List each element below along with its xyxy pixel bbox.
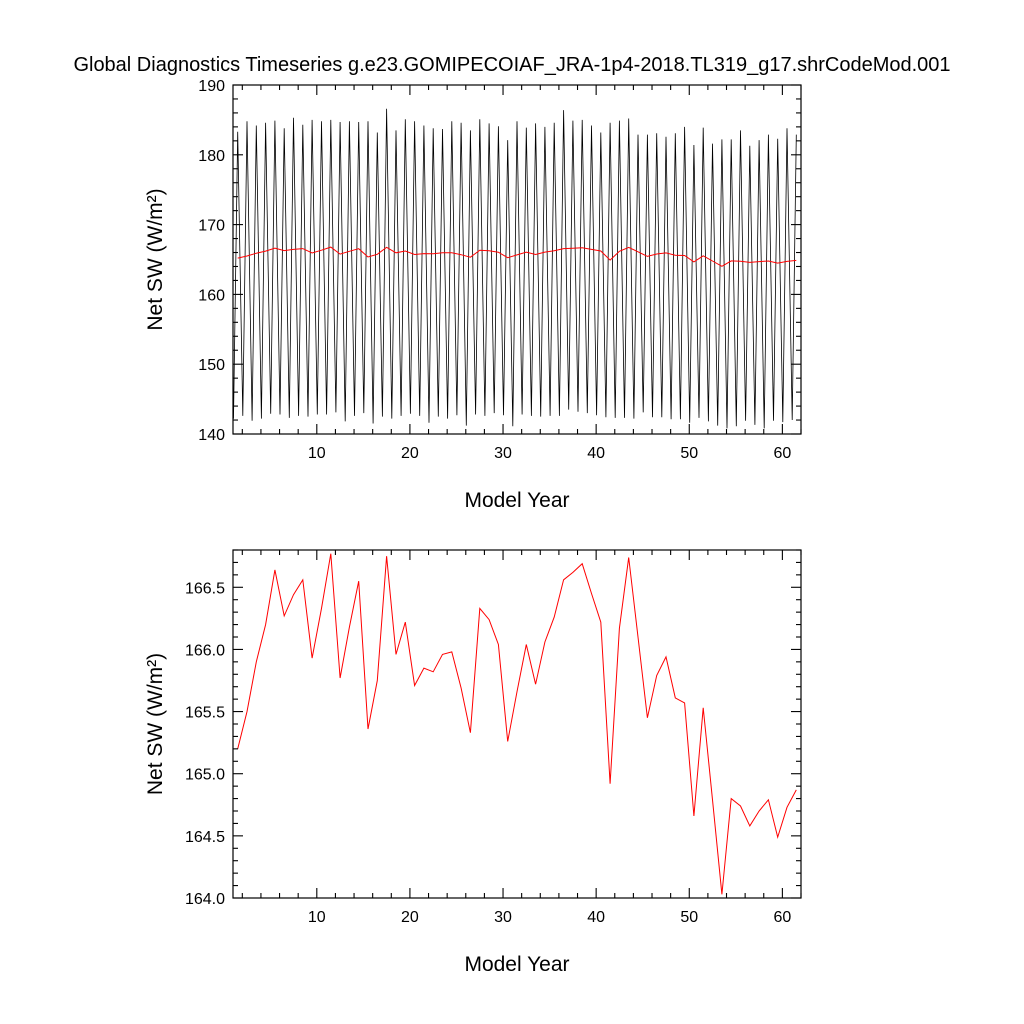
chart-title: Global Diagnostics Timeseries g.e23.GOMI…	[73, 54, 950, 76]
y-tick-label: 190	[198, 78, 225, 95]
y-tick-label: 164.5	[185, 829, 225, 846]
x-tick-label: 40	[587, 909, 605, 926]
x-axis-title: Model Year	[464, 953, 569, 976]
x-tick-label: 30	[494, 445, 512, 462]
annual-mean-net-sw-line	[237, 553, 797, 895]
monthly-net-sw-line	[233, 108, 797, 429]
plot-frame	[232, 549, 802, 899]
annual-mean-net-sw-line	[237, 246, 797, 267]
x-tick-label: 30	[494, 909, 512, 926]
y-axis-title: Net SW (W/m²)	[144, 188, 167, 330]
y-tick-label: 170	[198, 218, 225, 235]
x-tick-label: 50	[680, 909, 698, 926]
x-axis-title: Model Year	[464, 489, 569, 512]
y-tick-label: 166.0	[185, 642, 225, 659]
y-axis-title: Net SW (W/m²)	[144, 653, 167, 795]
y-tick-label: 160	[198, 287, 225, 304]
y-tick-label: 165.0	[185, 767, 225, 784]
x-tick-label: 10	[308, 445, 326, 462]
y-tick-label: 180	[198, 148, 225, 165]
y-tick-label: 150	[198, 357, 225, 374]
x-tick-label: 20	[401, 909, 419, 926]
x-tick-label: 40	[587, 445, 605, 462]
x-tick-label: 20	[401, 445, 419, 462]
y-tick-label: 165.5	[185, 705, 225, 722]
bottom-panel-annual-timeseries: 10 20 30 40 50 60 164.0 164.5 165.0 165.5 166.0 166…	[144, 549, 802, 976]
y-tick-label: 164.0	[185, 891, 225, 908]
y-tick-label: 166.5	[185, 580, 225, 597]
x-tick-label: 60	[773, 445, 791, 462]
plot-frame	[232, 84, 802, 435]
y-tick-label: 140	[198, 427, 225, 444]
x-tick-label: 50	[680, 445, 698, 462]
x-tick-label: 60	[773, 909, 791, 926]
x-tick-label: 10	[308, 909, 326, 926]
top-panel-monthly-timeseries: 10 20 30 40 50 60 140 150 160 170 180 190 Model Year…	[144, 78, 802, 512]
